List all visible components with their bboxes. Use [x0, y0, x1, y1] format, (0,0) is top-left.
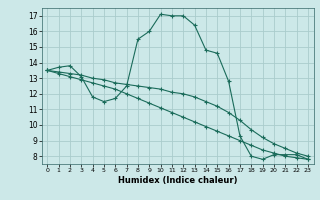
X-axis label: Humidex (Indice chaleur): Humidex (Indice chaleur) [118, 176, 237, 185]
